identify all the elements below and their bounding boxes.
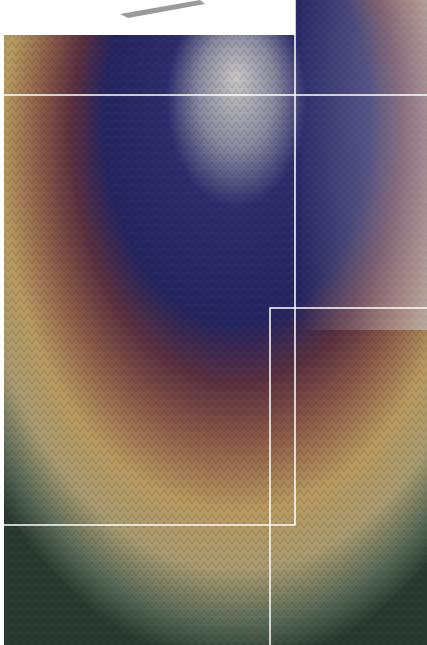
overlay-frames [4, 0, 427, 645]
paper-fragment [120, 0, 205, 18]
frame-line [4, 0, 296, 526]
light-glare [300, 0, 427, 330]
frame-line [269, 307, 427, 645]
